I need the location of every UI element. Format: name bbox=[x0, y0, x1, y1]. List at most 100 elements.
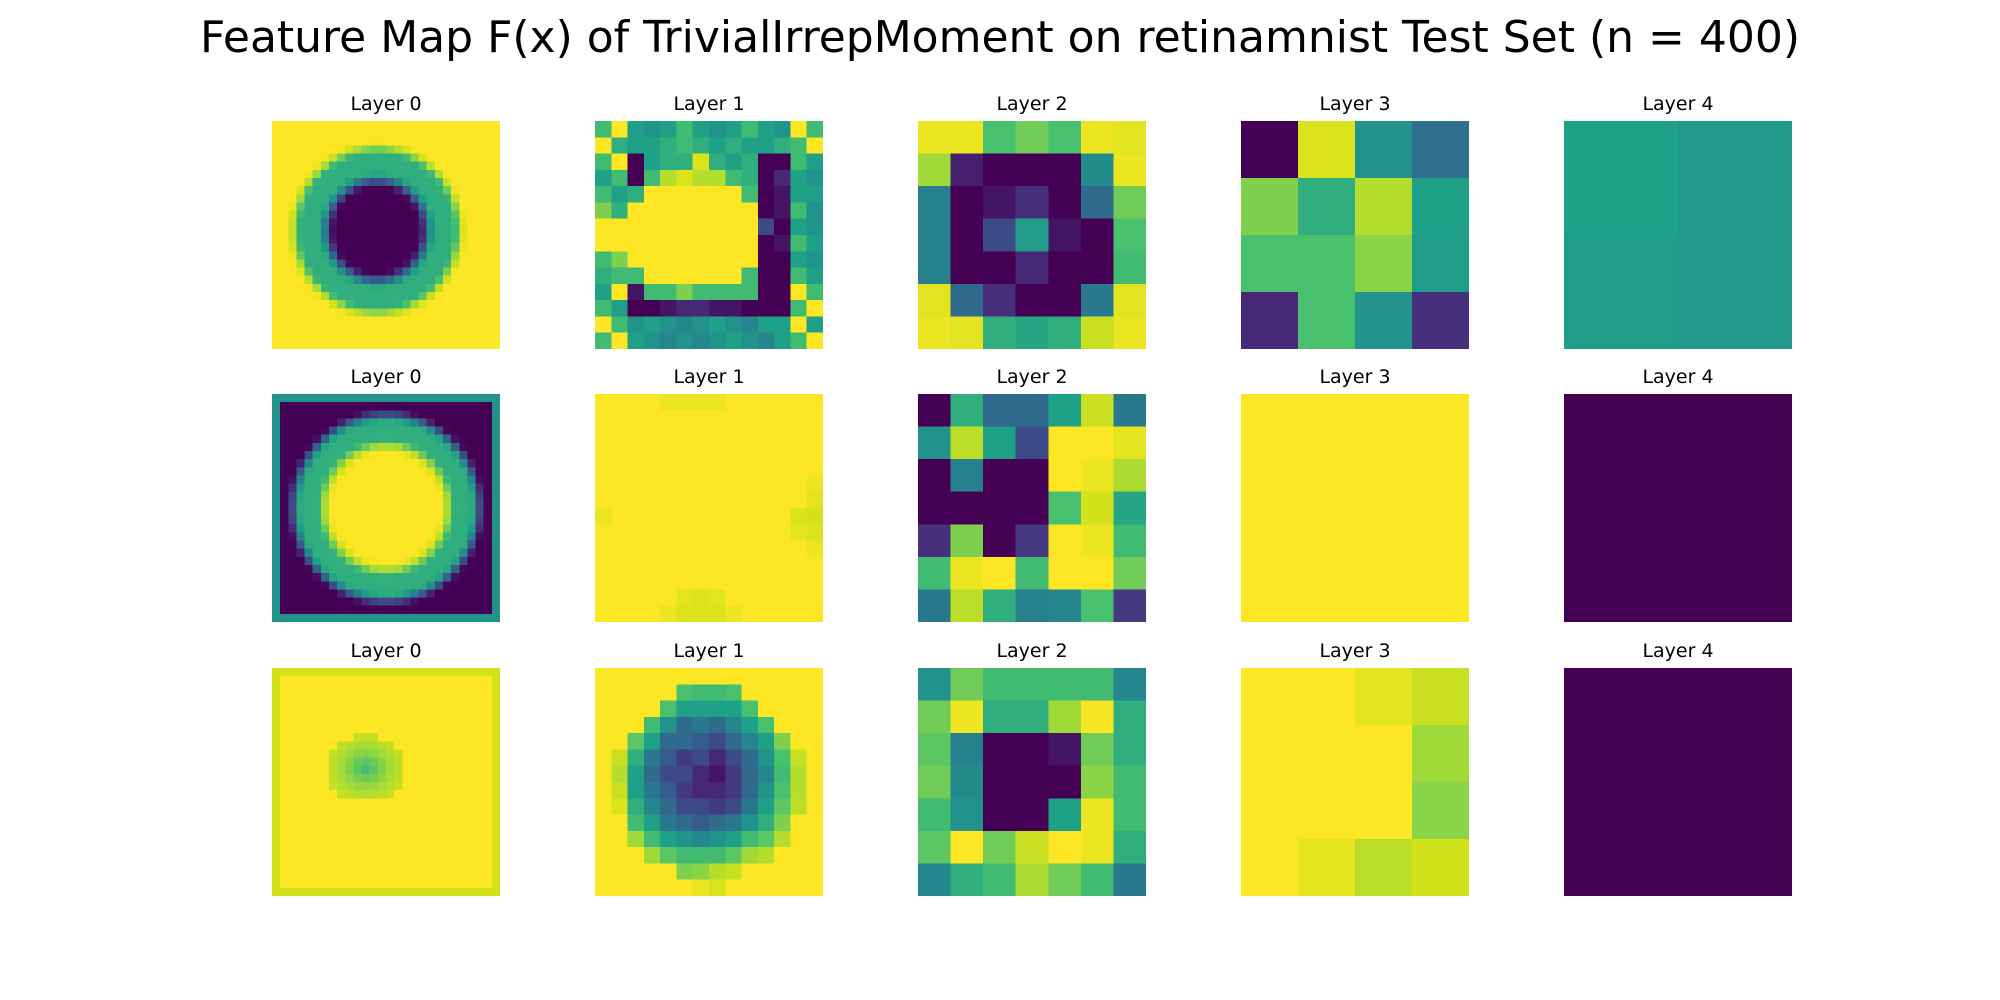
heatmap-cell bbox=[790, 830, 808, 848]
heatmap-cell bbox=[491, 790, 500, 799]
heatmap-cell bbox=[337, 316, 346, 326]
heatmap-cell bbox=[774, 459, 792, 477]
heatmap-cell bbox=[288, 708, 298, 718]
heatmap-cell bbox=[451, 516, 460, 525]
heatmap-cell bbox=[304, 830, 314, 840]
heatmap-cell bbox=[660, 556, 678, 574]
heatmap-cell bbox=[983, 459, 1017, 493]
heatmap-cell bbox=[402, 708, 412, 718]
heatmap-cell bbox=[643, 540, 661, 558]
heatmap-panel bbox=[1564, 121, 1792, 349]
heatmap-cell bbox=[345, 340, 355, 349]
heatmap-cell bbox=[337, 556, 346, 566]
heatmap-cell bbox=[467, 251, 477, 261]
heatmap-cell bbox=[272, 830, 281, 840]
heatmap-cell bbox=[369, 773, 379, 783]
heatmap-cell bbox=[329, 725, 338, 734]
heatmap-cell bbox=[394, 839, 403, 848]
heatmap-cell bbox=[296, 839, 306, 848]
heatmap-cell bbox=[361, 251, 371, 261]
heatmap-cell bbox=[410, 556, 420, 566]
heatmap-cell bbox=[280, 243, 289, 252]
heatmap-cell bbox=[377, 814, 387, 824]
heatmap-cell bbox=[288, 434, 298, 444]
heatmap-cell bbox=[288, 863, 298, 873]
heatmap-cell bbox=[426, 847, 436, 856]
heatmap-cell bbox=[643, 684, 661, 702]
heatmap-cell bbox=[443, 830, 452, 840]
heatmap-cell bbox=[709, 668, 726, 685]
heatmap-cell bbox=[329, 283, 338, 293]
heatmap-cell bbox=[345, 483, 355, 493]
heatmap-cell bbox=[676, 716, 694, 734]
heatmap-cell bbox=[304, 410, 314, 420]
heatmap-cell bbox=[296, 442, 306, 452]
heatmap-cell bbox=[280, 741, 289, 751]
heatmap-cell bbox=[329, 267, 338, 277]
heatmap-cell bbox=[451, 467, 460, 477]
heatmap-cell bbox=[611, 459, 629, 477]
heatmap-cell bbox=[280, 145, 289, 155]
heatmap-cell bbox=[312, 340, 322, 349]
heatmap-cell bbox=[1015, 556, 1049, 591]
heatmap-cell bbox=[426, 887, 436, 896]
heatmap-cell bbox=[1048, 186, 1082, 220]
heatmap-cell bbox=[459, 605, 469, 615]
heatmap-cell bbox=[288, 806, 298, 816]
heatmap-cell bbox=[660, 491, 678, 509]
heatmap-cell bbox=[1113, 556, 1146, 591]
heatmap-cell bbox=[386, 863, 395, 873]
heatmap-cell bbox=[394, 316, 403, 326]
heatmap-cell bbox=[353, 251, 363, 261]
heatmap-cell bbox=[467, 451, 477, 460]
heatmap-cell bbox=[288, 499, 298, 509]
heatmap-cell bbox=[288, 798, 298, 808]
heatmap-cell bbox=[353, 161, 363, 171]
heatmap-cell bbox=[806, 765, 823, 783]
heatmap-cell bbox=[459, 332, 469, 342]
heatmap-cell bbox=[692, 668, 710, 685]
heatmap-cell bbox=[918, 283, 952, 318]
heatmap-cell bbox=[757, 508, 775, 525]
heatmap-cell bbox=[353, 442, 363, 452]
heatmap-cell bbox=[1298, 394, 1356, 452]
heatmap-cell bbox=[296, 275, 306, 285]
heatmap-cell bbox=[329, 194, 338, 204]
heatmap-cell bbox=[312, 565, 322, 574]
heatmap-cell bbox=[353, 451, 363, 460]
heatmap-cell bbox=[272, 499, 281, 509]
heatmap-cell bbox=[451, 426, 460, 436]
heatmap-cell bbox=[296, 202, 306, 212]
heatmap-cell bbox=[304, 765, 314, 775]
heatmap-cell bbox=[296, 308, 306, 318]
heatmap-cell bbox=[288, 830, 298, 840]
heatmap-cell bbox=[434, 741, 444, 751]
heatmap-cell bbox=[320, 879, 330, 889]
heatmap-cell bbox=[595, 202, 612, 220]
heatmap-cell bbox=[595, 394, 612, 411]
heatmap-cell bbox=[483, 316, 493, 326]
heatmap-cell bbox=[361, 565, 371, 574]
heatmap-cell bbox=[369, 765, 379, 775]
heatmap-cell bbox=[692, 573, 710, 591]
heatmap-cell bbox=[361, 451, 371, 460]
heatmap-cell bbox=[643, 169, 661, 187]
heatmap-cell bbox=[676, 749, 694, 767]
heatmap-cell bbox=[491, 418, 500, 428]
heatmap-cell bbox=[741, 879, 759, 896]
heatmap-cell bbox=[1015, 733, 1049, 767]
heatmap-cell bbox=[288, 491, 298, 501]
heatmap-cell bbox=[386, 394, 395, 403]
heatmap-cell bbox=[361, 887, 371, 896]
heatmap-cell bbox=[491, 292, 500, 301]
heatmap-cell bbox=[774, 235, 792, 252]
heatmap-cell bbox=[757, 798, 775, 816]
heatmap-cell bbox=[402, 548, 412, 558]
heatmap-cell bbox=[312, 839, 322, 848]
heatmap-cell bbox=[1113, 668, 1146, 702]
heatmap-cell bbox=[312, 757, 322, 767]
heatmap-cell bbox=[443, 442, 452, 452]
heatmap-cell bbox=[1412, 394, 1469, 452]
heatmap-cell bbox=[296, 161, 306, 171]
heatmap-cell bbox=[426, 692, 436, 702]
